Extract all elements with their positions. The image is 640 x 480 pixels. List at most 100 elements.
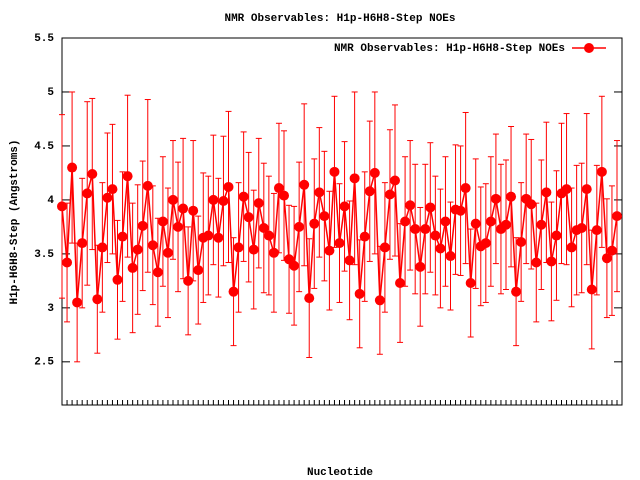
data-point <box>591 225 602 236</box>
data-point <box>238 191 249 202</box>
data-point <box>304 293 315 304</box>
data-point <box>183 275 194 286</box>
data-point <box>82 188 93 199</box>
data-point <box>576 222 587 233</box>
data-point <box>455 205 466 216</box>
data-point <box>309 218 320 229</box>
y-tick-label: 3.5 <box>34 249 54 261</box>
data-point <box>314 187 325 198</box>
data-point <box>203 230 214 241</box>
data-point <box>379 242 390 253</box>
data-point <box>612 211 622 222</box>
data-point <box>162 247 173 258</box>
data-point <box>188 205 199 216</box>
data-point <box>233 242 244 253</box>
data-point <box>606 245 617 256</box>
data-point <box>465 278 476 289</box>
data-point <box>243 212 254 223</box>
y-tick-label: 3 <box>47 303 54 315</box>
data-point <box>364 186 375 197</box>
data-point <box>596 166 607 177</box>
data-point <box>57 201 67 212</box>
data-point <box>485 216 496 227</box>
data-point <box>157 216 168 227</box>
data-point <box>531 257 542 268</box>
legend-marker <box>584 43 594 53</box>
data-point <box>228 286 239 297</box>
data-point <box>359 231 370 242</box>
data-point <box>92 294 103 305</box>
data-point <box>395 278 406 289</box>
data-point <box>435 243 446 254</box>
data-point <box>581 184 592 195</box>
data-point <box>405 200 416 211</box>
y-tick-label: 4 <box>47 195 54 207</box>
data-point <box>112 274 123 285</box>
data-point <box>551 230 562 241</box>
data-point <box>339 201 350 212</box>
data-point <box>601 253 612 264</box>
data-point <box>289 260 300 271</box>
data-point <box>420 224 431 235</box>
data-point <box>506 191 517 202</box>
data-point <box>77 238 88 249</box>
data-point <box>546 256 557 267</box>
data-point <box>218 195 229 206</box>
data-point <box>122 171 133 182</box>
data-point <box>501 219 511 230</box>
data-point <box>258 222 269 233</box>
data-point <box>248 244 259 255</box>
data-point <box>541 187 552 198</box>
data-point <box>127 262 138 273</box>
data-point <box>490 193 501 204</box>
data-point <box>152 267 163 278</box>
data-point <box>253 198 264 209</box>
data-point <box>354 288 365 299</box>
data-point <box>67 162 78 173</box>
y-tick-label: 5 <box>47 87 54 99</box>
data-point <box>480 238 491 249</box>
y-tick-label: 5.5 <box>34 33 54 45</box>
y-tick-label: 4.5 <box>34 141 54 153</box>
data-point <box>97 242 108 253</box>
data-point <box>425 202 436 213</box>
data-point <box>334 238 345 249</box>
data-point <box>349 173 360 184</box>
data-point <box>137 220 148 231</box>
data-point <box>526 199 537 210</box>
x-axis-label: Nucleotide <box>307 467 373 479</box>
data-point <box>415 261 426 272</box>
data-point <box>516 237 527 248</box>
data-point <box>117 231 128 242</box>
data-point <box>566 242 577 253</box>
data-point <box>390 175 400 186</box>
data-point <box>460 183 471 194</box>
data-point <box>586 284 597 295</box>
data-point <box>107 184 118 195</box>
data-point <box>369 167 380 178</box>
data-point <box>62 257 73 268</box>
data-point <box>384 189 395 200</box>
data-point <box>440 216 451 227</box>
data-point <box>294 221 305 232</box>
data-point <box>208 194 219 205</box>
data-point <box>132 244 143 255</box>
data-point <box>263 230 274 241</box>
data-point <box>344 255 355 266</box>
y-axis-label: H1p-H6H8-Step (Angstroms) <box>9 139 21 304</box>
data-point <box>87 169 98 180</box>
data-point <box>213 232 224 243</box>
data-point <box>400 216 411 227</box>
data-point <box>279 190 289 201</box>
data-point <box>319 211 330 222</box>
data-point <box>268 247 279 258</box>
data-point <box>102 192 113 203</box>
data-point <box>470 218 481 229</box>
data-point <box>430 230 441 241</box>
data-point <box>445 251 456 262</box>
data-point <box>299 179 310 190</box>
data-point <box>273 183 284 194</box>
data-point <box>561 184 572 195</box>
data-point <box>147 240 158 251</box>
